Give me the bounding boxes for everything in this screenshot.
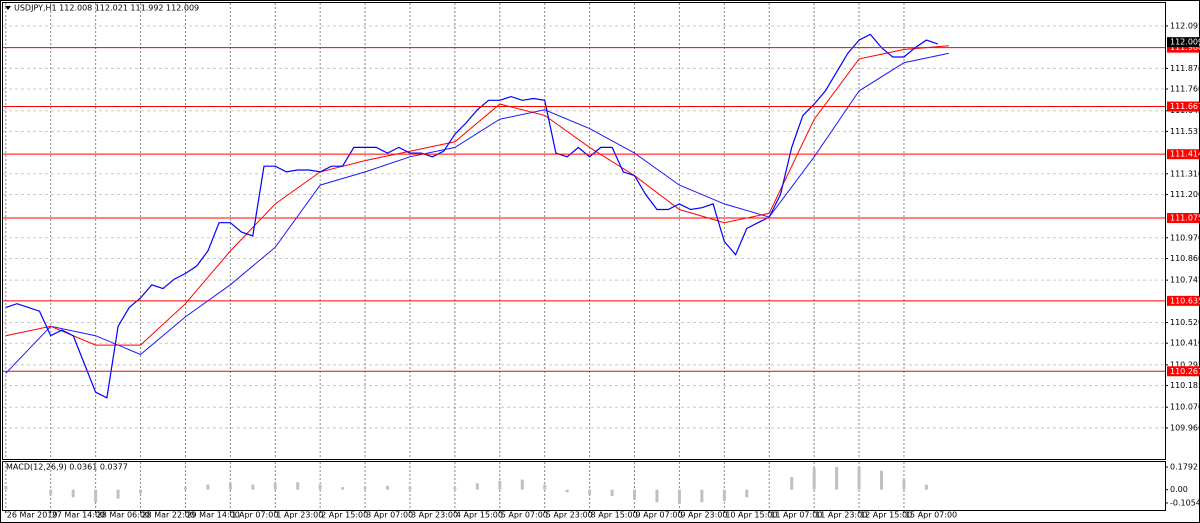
x-tick-label: 5 Apr 23:00: [546, 511, 593, 520]
x-tick-label: 9 Apr 07:00: [636, 511, 683, 520]
moving-average-slow: [5, 52, 950, 374]
level-label: 111.414: [1170, 150, 1200, 159]
level-label: 110.261: [1170, 367, 1200, 376]
macd-y-tick-label: -0.1054: [1170, 498, 1200, 507]
level-label-box: [1167, 213, 1199, 224]
x-tick-label: 9 Apr 23:00: [680, 511, 727, 520]
x-tick-label: 1 Apr 23:00: [276, 511, 323, 520]
y-tick-label: 110.410: [1170, 339, 1200, 348]
x-tick-label: 11 Apr 23:00: [815, 511, 867, 520]
y-tick-label: 111.310: [1170, 169, 1200, 178]
symbol-header: USDJPY,H1 112.008 112.021 111.992 112.00…: [14, 4, 199, 13]
x-tick-label: 3 Apr 07:00: [366, 511, 413, 520]
x-tick-label: 15 Apr 07:00: [905, 511, 957, 520]
y-tick-label: 110.970: [1170, 233, 1200, 242]
current-price-label: 112.009: [1170, 38, 1200, 47]
y-tick-label: 110.185: [1170, 381, 1200, 390]
current-price-box: [1167, 37, 1199, 48]
moving-average-fast: [5, 45, 949, 346]
y-tick-label: 112.095: [1170, 21, 1200, 30]
macd-y-tick-label: 0.1792: [1170, 463, 1198, 472]
main-pane: [2, 2, 1166, 460]
x-tick-label: 8 Apr 15:00: [591, 511, 638, 520]
x-tick-label: 26 Mar 2019: [7, 511, 58, 520]
macd-label: MACD(12,26,9) 0.0361 0.0377: [6, 463, 128, 472]
level-label-box: [1167, 295, 1199, 306]
level-label-box: [1167, 101, 1199, 112]
x-tick-label: 10 Apr 15:00: [725, 511, 777, 520]
y-tick-label: 110.745: [1170, 276, 1200, 285]
price-line: [5, 33, 938, 399]
x-tick-label: 11 Apr 07:00: [770, 511, 822, 520]
level-label-box: [1167, 42, 1199, 53]
y-tick-label: 111.200: [1170, 190, 1200, 199]
y-tick-label: 110.860: [1170, 254, 1200, 263]
macd-pane: [2, 461, 1166, 511]
x-tick-label: 12 Apr 15:00: [860, 511, 912, 520]
x-tick-label: 29 Mar 14:00: [186, 511, 239, 520]
macd-y-tick-label: 0.00: [1170, 485, 1188, 494]
y-tick-label: 111.870: [1170, 64, 1200, 73]
level-label: 111.980: [1170, 43, 1200, 52]
x-tick-label: 2 Apr 15:00: [321, 511, 368, 520]
y-tick-label: 111.760: [1170, 85, 1200, 94]
level-label: 111.667: [1170, 102, 1200, 111]
x-tick-label: 28 Mar 06:00: [97, 511, 150, 520]
y-tick-label: 109.960: [1170, 423, 1200, 432]
x-tick-label: 1 Apr 07:00: [231, 511, 278, 520]
y-tick-label: 110.295: [1170, 360, 1200, 369]
symbol-menu-icon[interactable]: [5, 6, 11, 10]
y-tick-label: 110.070: [1170, 403, 1200, 412]
level-label: 111.075: [1170, 214, 1200, 223]
x-tick-label: 27 Mar 14:00: [52, 511, 105, 520]
x-tick-label: 28 Mar 22:00: [142, 511, 195, 520]
y-tick-label: 111.535: [1170, 127, 1200, 136]
x-tick-label: 4 Apr 15:00: [456, 511, 503, 520]
x-tick-label: 5 Apr 07:00: [501, 511, 548, 520]
level-label-box: [1167, 366, 1199, 377]
y-tick-label: 110.520: [1170, 318, 1200, 327]
x-tick-label: 3 Apr 23:00: [411, 511, 458, 520]
level-label: 110.635: [1170, 296, 1200, 305]
level-label-box: [1167, 149, 1199, 160]
